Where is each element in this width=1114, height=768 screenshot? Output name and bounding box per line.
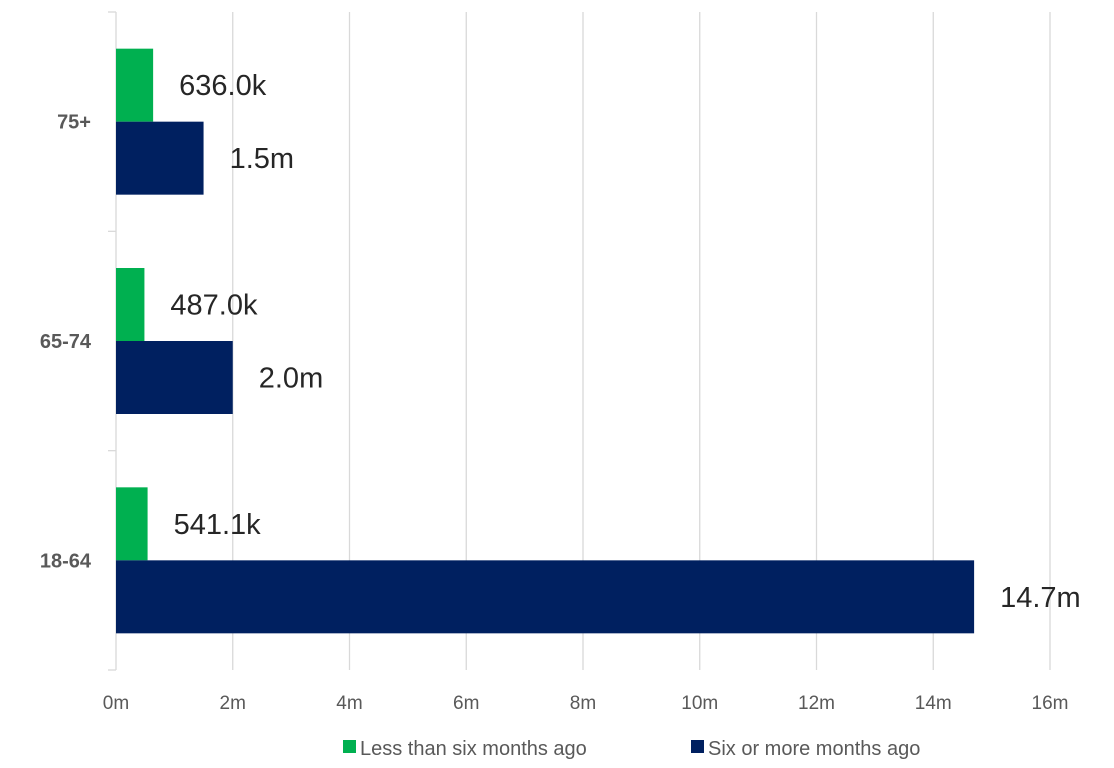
category-label: 65-74 — [40, 331, 92, 353]
x-tick-label: 10m — [681, 693, 718, 714]
bar — [116, 341, 233, 414]
bar — [116, 121, 204, 195]
category-labels: 75+ 65-74 18-64 — [40, 112, 92, 573]
x-tick-label: 8m — [570, 693, 596, 714]
legend-swatch — [343, 740, 356, 753]
category-axis — [108, 11, 117, 671]
data-labels: 636.0k 1.5m 487.0k 2.0m 541.1k 14.7m — [170, 70, 1080, 614]
bar — [116, 487, 148, 561]
bar-data-label: 636.0k — [179, 70, 267, 102]
bar — [116, 48, 154, 122]
bars — [116, 48, 975, 634]
category-label: 18-64 — [40, 550, 92, 572]
bar-data-label: 2.0m — [259, 363, 323, 395]
bar-data-label: 487.0k — [170, 290, 258, 322]
x-axis-tick-labels: 0m 2m 4m 6m 8m 10m 12m 14m 16m — [103, 693, 1069, 714]
bar — [116, 268, 145, 341]
legend-label: Six or more months ago — [708, 738, 920, 760]
x-tick-label: 16m — [1032, 693, 1069, 714]
category-label: 75+ — [57, 112, 91, 134]
bar-data-label: 541.1k — [174, 509, 262, 541]
bar-data-label: 14.7m — [1000, 582, 1081, 614]
bar — [116, 560, 975, 634]
legend-swatch — [691, 740, 704, 753]
legend-label: Less than six months ago — [360, 738, 587, 760]
x-tick-label: 0m — [103, 693, 129, 714]
gridlines — [232, 12, 1051, 670]
x-tick-label: 2m — [220, 693, 246, 714]
x-tick-label: 14m — [915, 693, 952, 714]
x-tick-label: 12m — [798, 693, 835, 714]
legend: Less than six months ago Six or more mont… — [343, 738, 920, 760]
bar-data-label: 1.5m — [230, 143, 294, 175]
x-tick-label: 4m — [336, 693, 362, 714]
x-tick-label: 6m — [453, 693, 479, 714]
